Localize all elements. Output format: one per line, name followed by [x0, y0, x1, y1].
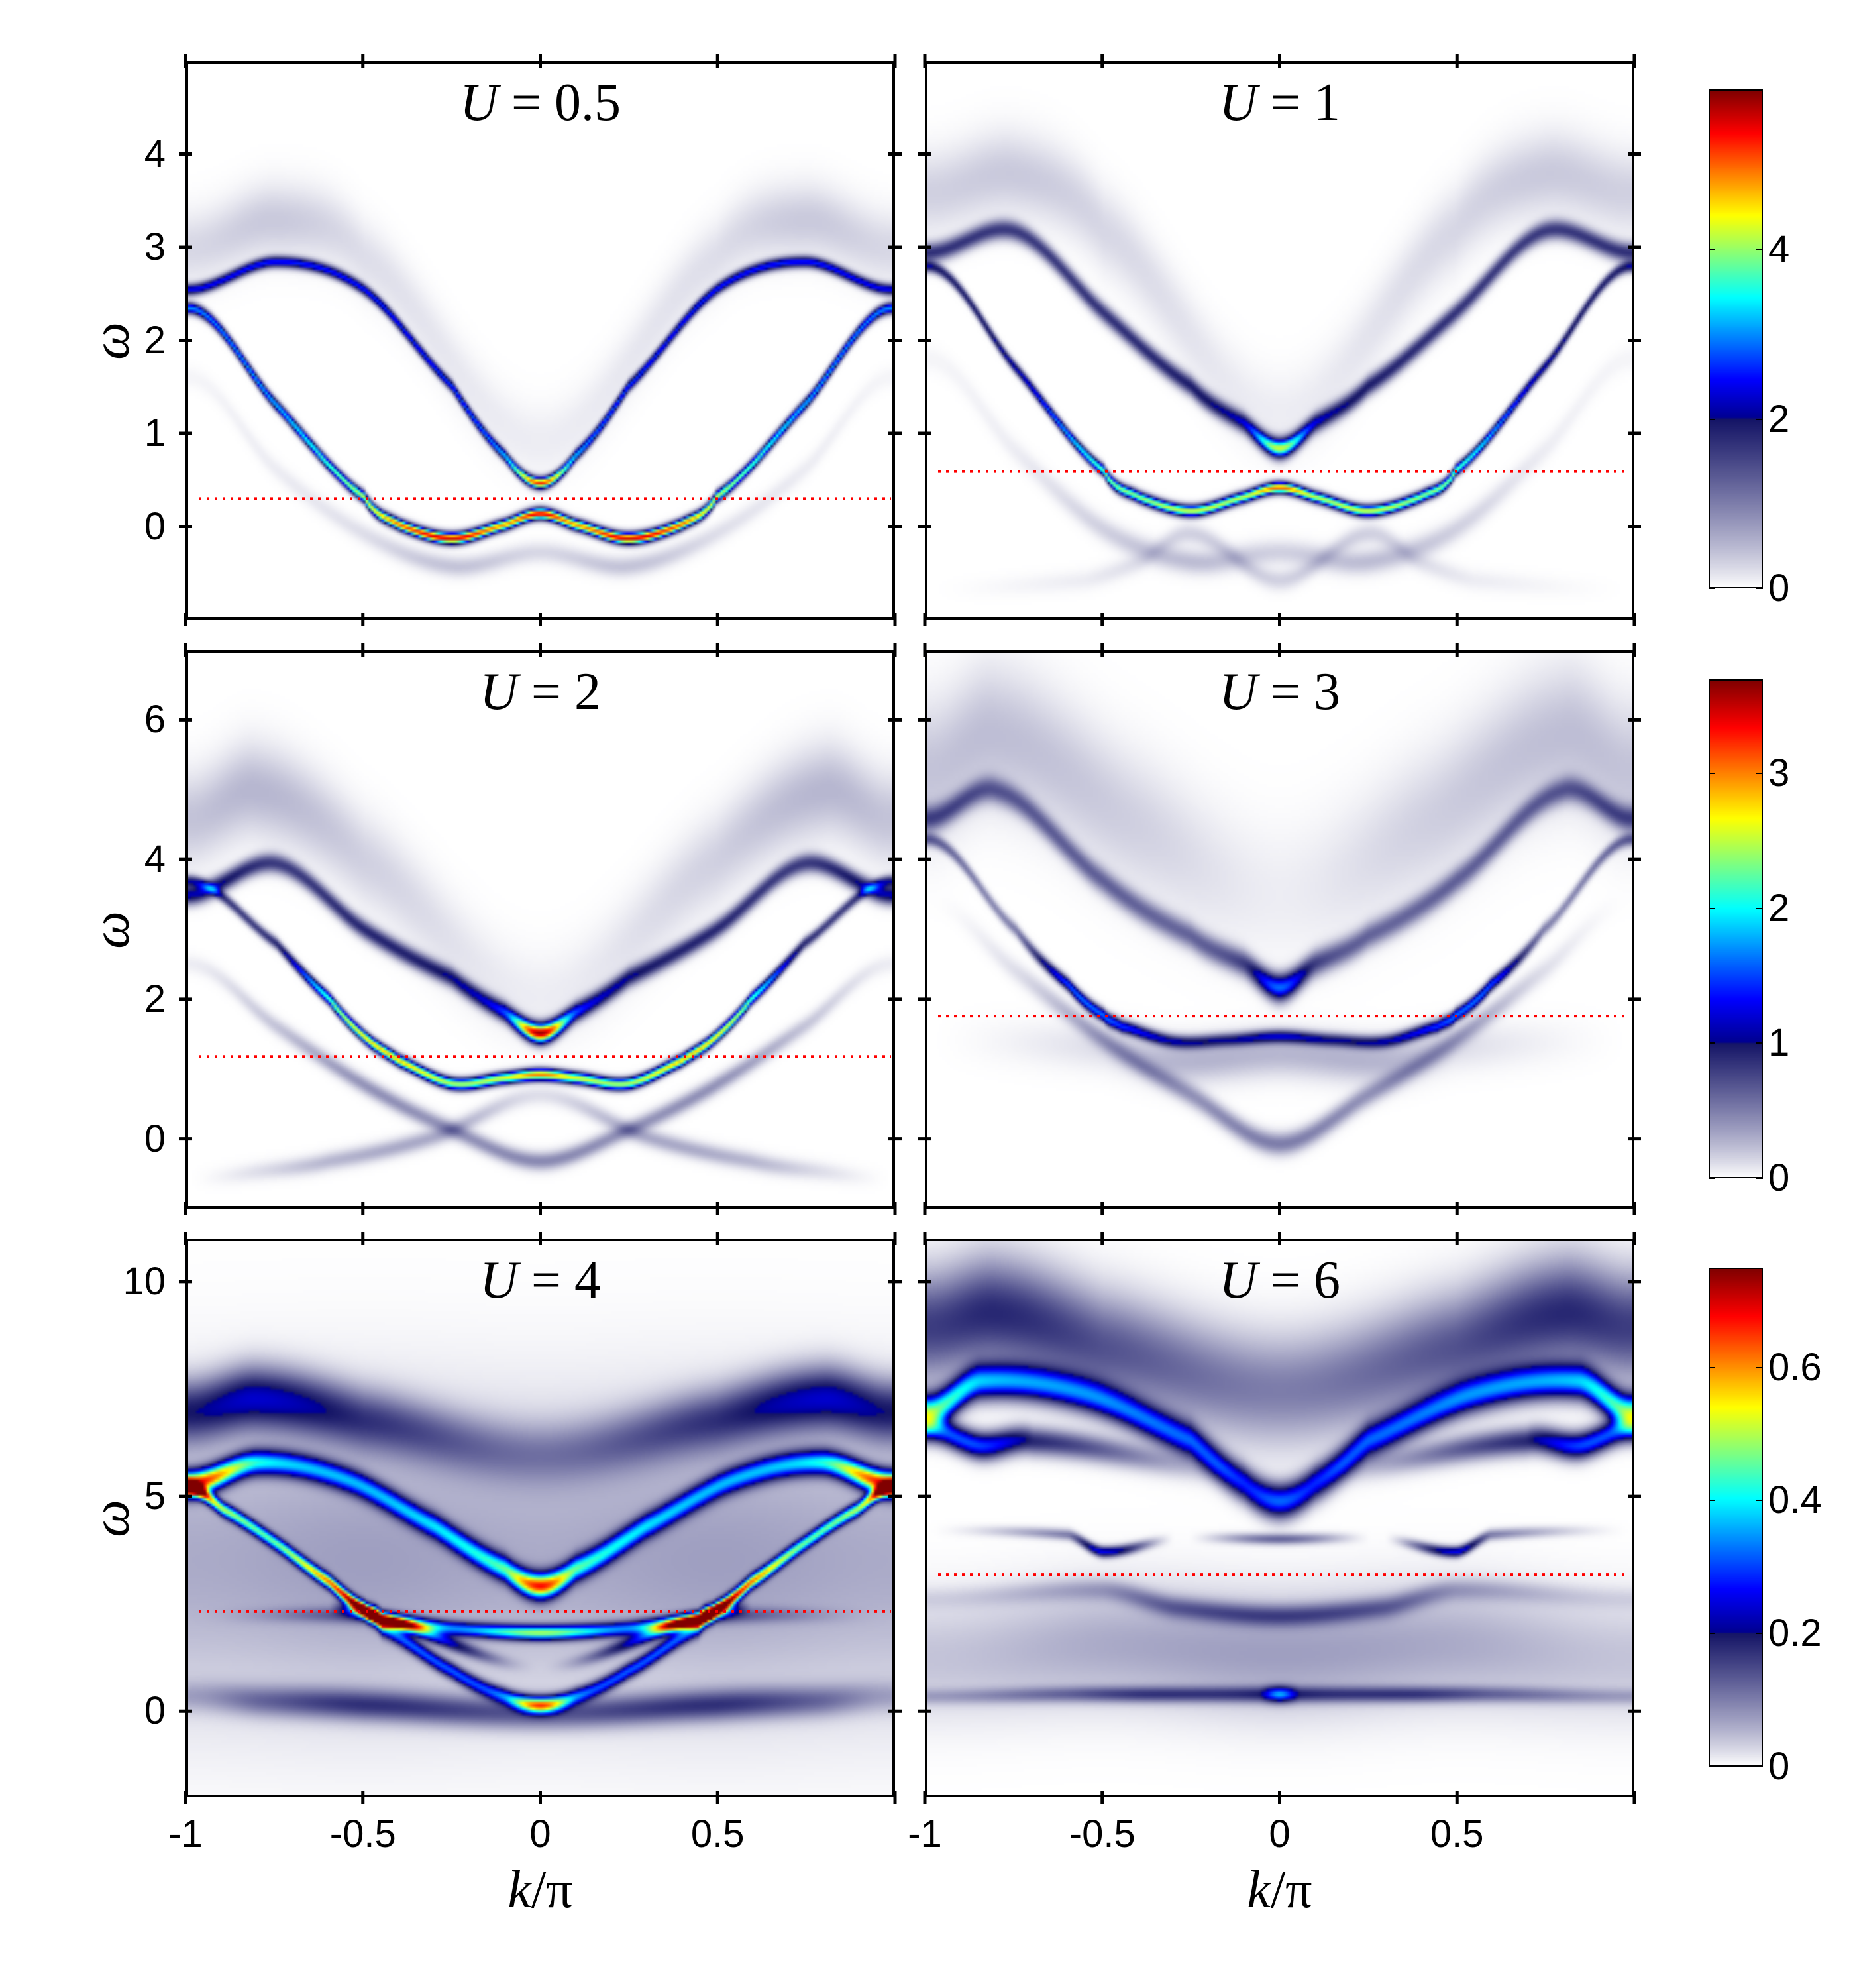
x-axis-label: k/π [1247, 1861, 1312, 1919]
axes-overlay [179, 643, 902, 1215]
colorbar-tick-label: 0.4 [1768, 1478, 1822, 1522]
colorbar-tick [1709, 249, 1715, 251]
colorbar-tick-label: 0 [1768, 567, 1790, 610]
spectral-heatmap [188, 1241, 892, 1795]
colorbar-tick [1709, 1500, 1715, 1502]
panel-title: U = 2 [480, 663, 601, 721]
axes-overlay [918, 54, 1641, 626]
colorbar-tick-label: 4 [1768, 228, 1790, 272]
colorbar-tick [1709, 1042, 1715, 1044]
heatmap-panel: U = 6 [918, 1232, 1641, 1804]
colorbar-tick [1756, 588, 1763, 589]
colorbar [1709, 1268, 1763, 1767]
heatmap-panel: U = 1 [918, 54, 1641, 626]
colorbar-gradient [1710, 1269, 1762, 1765]
colorbar-tick [1756, 1042, 1763, 1044]
x-tick-label: -1 [168, 1812, 203, 1855]
y-tick-label: 0 [144, 1117, 166, 1160]
colorbar-tick [1709, 1633, 1715, 1635]
y-tick-label: 6 [144, 698, 166, 742]
colorbar-tick-label: 2 [1768, 886, 1790, 930]
x-tick-label: 0 [1269, 1812, 1291, 1855]
x-tick-label: -0.5 [1069, 1812, 1136, 1855]
colorbar-tick [1756, 418, 1763, 420]
heatmap-panel: U = 2 [179, 643, 902, 1215]
y-axis-label: ω [81, 1499, 140, 1537]
panel-title: U = 6 [1219, 1251, 1340, 1309]
heatmap-panel: U = 3 [918, 643, 1641, 1215]
y-tick-label: 2 [144, 977, 166, 1021]
x-tick-label: 0 [529, 1812, 551, 1855]
colorbar-tick [1709, 418, 1715, 420]
y-tick-label: 4 [144, 132, 166, 176]
colorbar-tick [1756, 1633, 1763, 1635]
colorbar-tick [1709, 907, 1715, 909]
colorbar-gradient [1710, 681, 1762, 1177]
y-axis-label: ω [81, 911, 140, 949]
colorbar-tick-label: 0.6 [1768, 1345, 1822, 1389]
colorbar-tick [1709, 1766, 1715, 1767]
x-tick-label: 0.5 [1430, 1812, 1484, 1855]
colorbar-tick [1709, 588, 1715, 589]
colorbar-tick-label: 0.2 [1768, 1612, 1822, 1655]
colorbar-tick [1756, 773, 1763, 775]
panel-title: U = 1 [1219, 74, 1340, 132]
spectral-heatmap [188, 64, 892, 617]
colorbar-tick [1756, 1500, 1763, 1502]
colorbar-tick [1709, 773, 1715, 775]
spectral-heatmap [188, 653, 892, 1206]
y-tick-label: 5 [144, 1474, 166, 1518]
y-tick-label: 4 [144, 838, 166, 881]
x-axis-label: k/π [507, 1861, 573, 1919]
heatmap-panel: U = 4 [179, 1232, 902, 1804]
colorbar-tick [1756, 1366, 1763, 1368]
x-tick-label: -0.5 [329, 1812, 396, 1855]
colorbar-tick [1756, 907, 1763, 909]
colorbar-tick [1756, 249, 1763, 251]
y-tick-label: 3 [144, 225, 166, 268]
axes-overlay [918, 643, 1641, 1215]
colorbar-tick [1756, 1766, 1763, 1767]
x-tick-label: -1 [908, 1812, 942, 1855]
heatmap-panel: U = 0.5 [179, 54, 902, 626]
y-tick-label: 1 [144, 412, 166, 455]
colorbar-tick-label: 1 [1768, 1021, 1790, 1065]
colorbar-tick-label: 0 [1768, 1156, 1790, 1199]
colorbar-tick-label: 2 [1768, 397, 1790, 441]
colorbar [1709, 89, 1763, 588]
panel-title: U = 3 [1219, 663, 1340, 721]
y-tick-label: 10 [123, 1259, 166, 1303]
axes-overlay [179, 54, 902, 626]
y-tick-label: 0 [144, 1689, 166, 1733]
colorbar-tick [1709, 1366, 1715, 1368]
colorbar [1709, 679, 1763, 1178]
panel-title: U = 4 [480, 1251, 601, 1309]
panel-title: U = 0.5 [460, 74, 621, 132]
spectral-heatmap [928, 653, 1632, 1206]
y-tick-label: 2 [144, 318, 166, 362]
colorbar-tick [1709, 1178, 1715, 1179]
axes-overlay [179, 1232, 902, 1804]
colorbar-tick-label: 0 [1768, 1745, 1790, 1788]
colorbar-tick [1756, 1178, 1763, 1179]
x-tick-label: 0.5 [690, 1812, 745, 1855]
y-tick-label: 0 [144, 504, 166, 548]
spectral-heatmap [928, 1241, 1632, 1795]
colorbar-gradient [1710, 91, 1762, 587]
colorbar-tick-label: 3 [1768, 751, 1790, 795]
axes-overlay [918, 1232, 1641, 1804]
spectral-heatmap [928, 64, 1632, 617]
y-axis-label: ω [81, 321, 140, 360]
